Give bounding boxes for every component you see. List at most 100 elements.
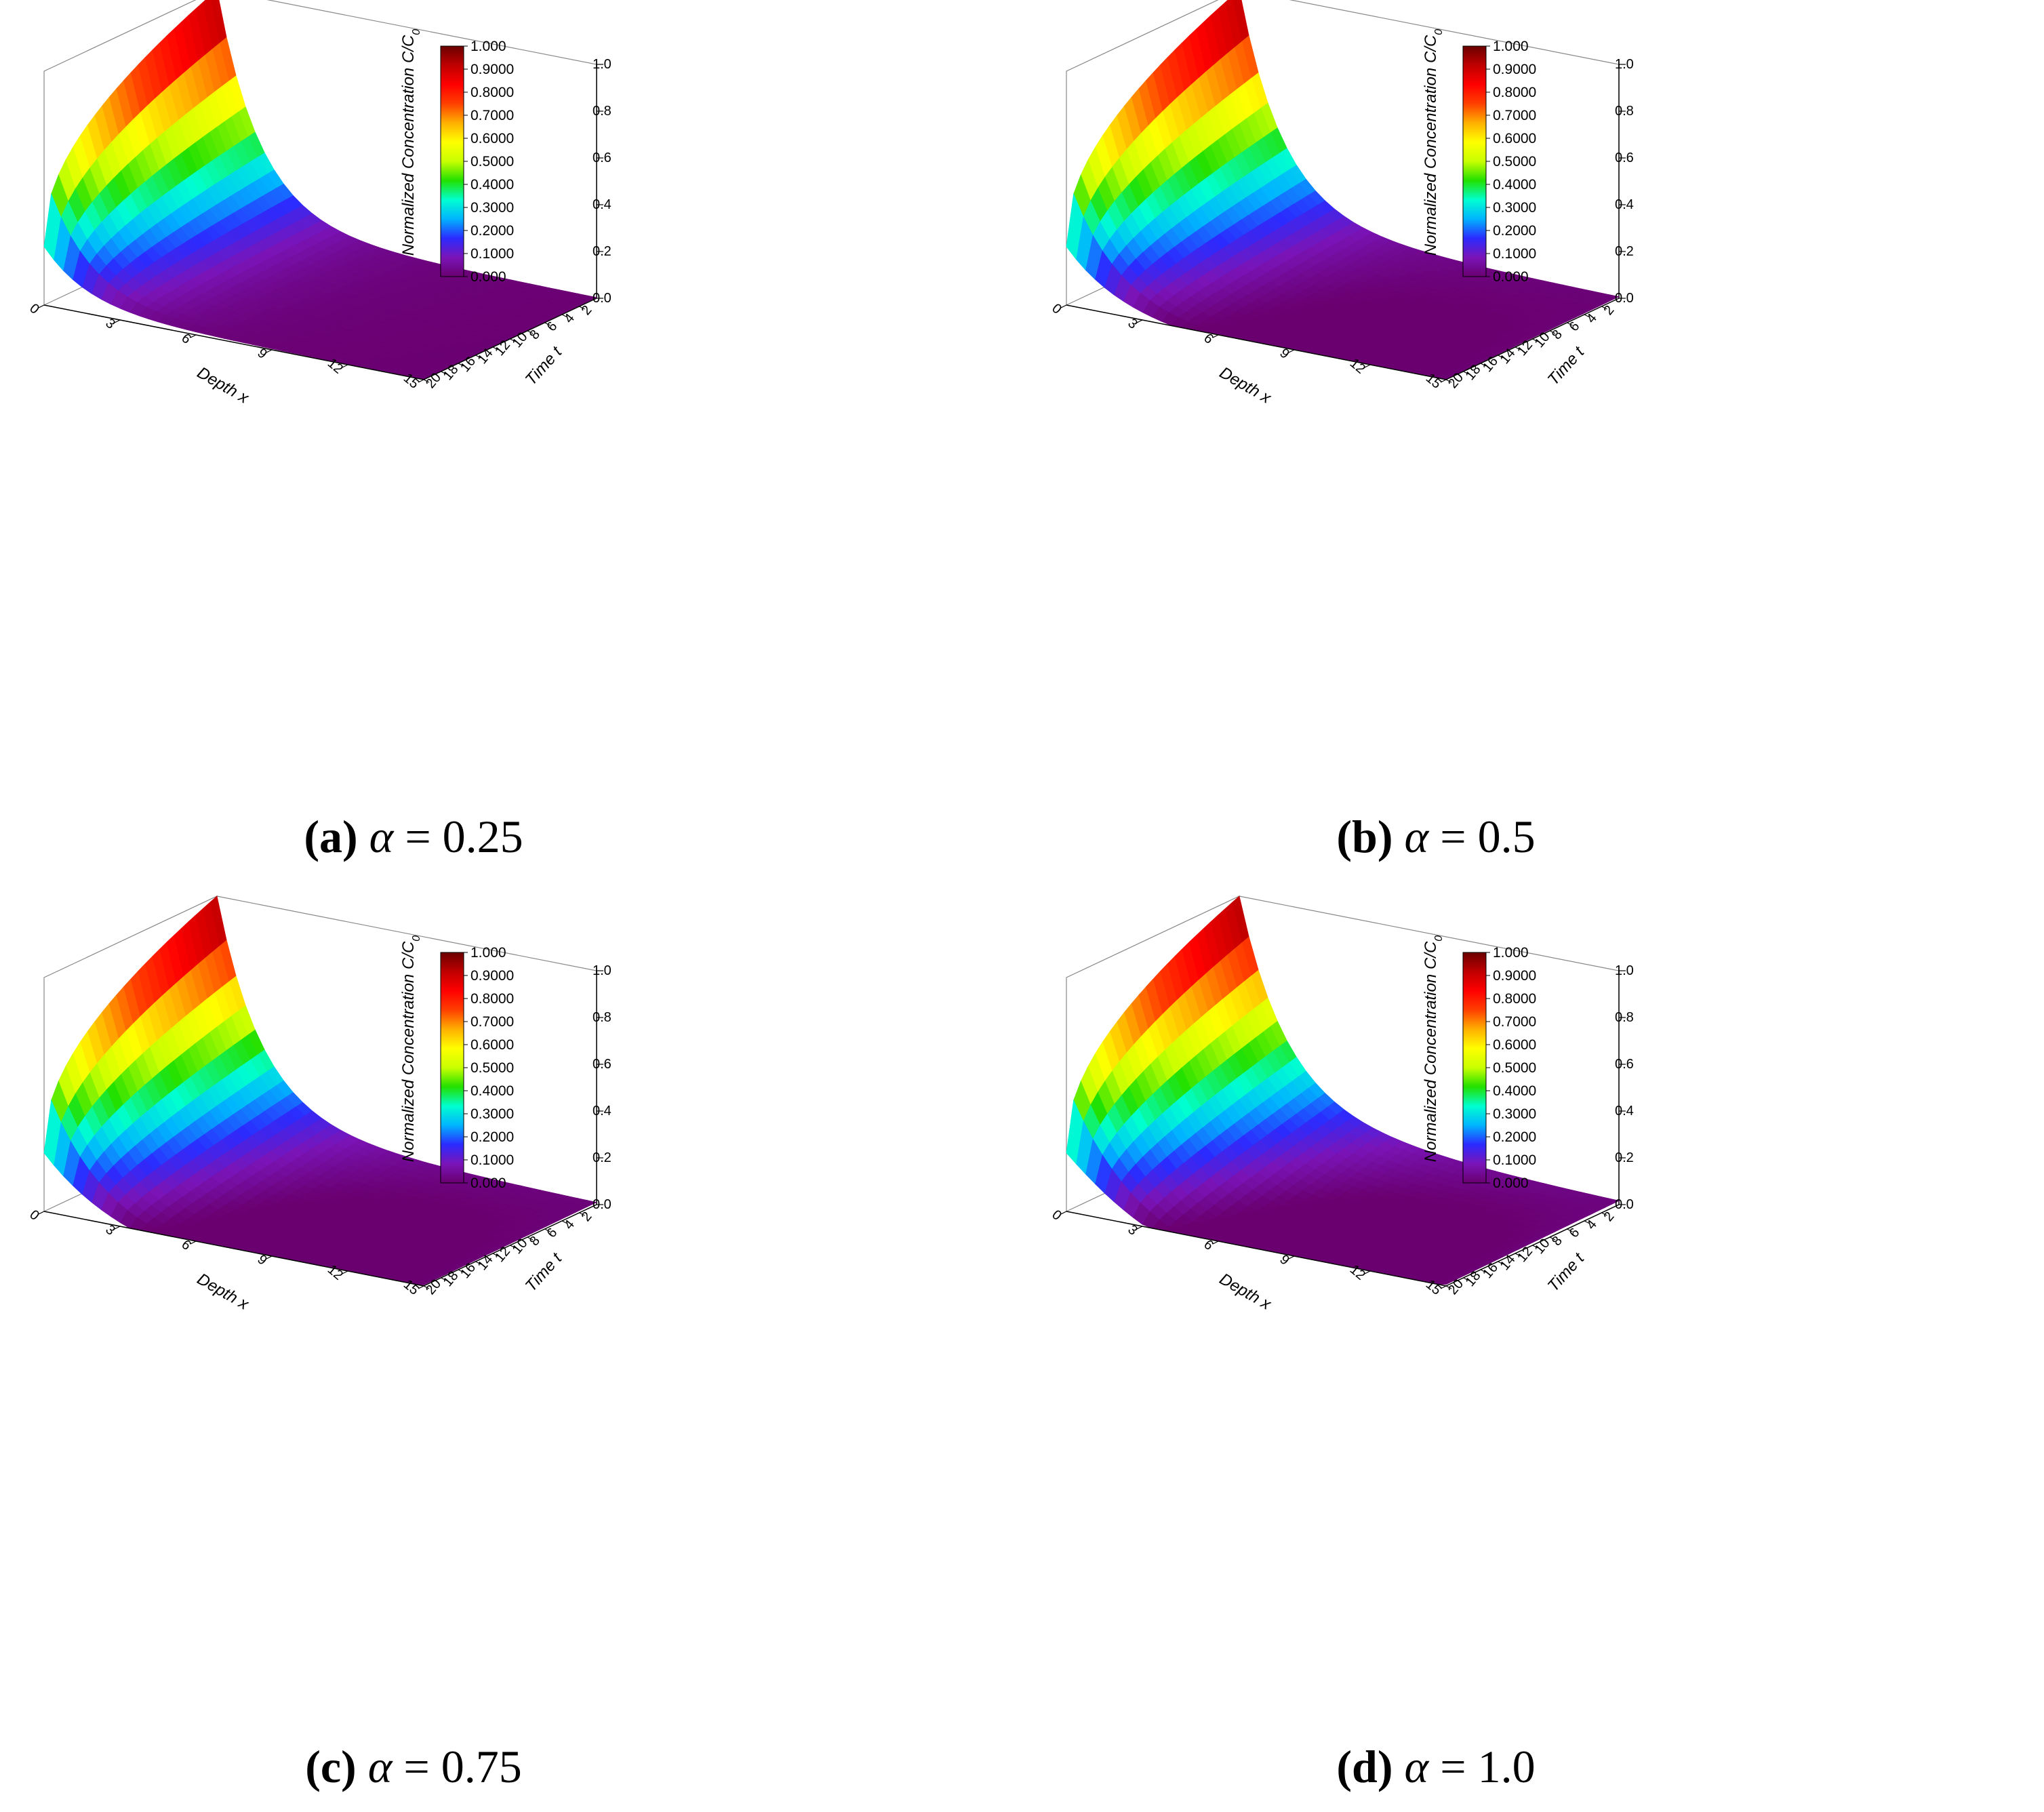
x-tick-label: 3 xyxy=(1125,316,1140,332)
colorbar-tick-label: 0.7000 xyxy=(1493,108,1536,123)
x-tick xyxy=(38,1211,45,1215)
t-tick xyxy=(1601,306,1607,310)
t-tick xyxy=(510,338,516,342)
panel-b: 0 3 6 9 12 15 Depth x 20 18 16 14 12 10 8 6 4 2 Time t 0.0… xyxy=(1022,0,2044,906)
x-tick xyxy=(266,349,273,353)
caption-symbol: α xyxy=(1404,811,1429,862)
colorbar-tick-label: 0.7000 xyxy=(470,1014,514,1030)
x-tick xyxy=(1212,1241,1219,1245)
colorbar-tick-label: 0.2000 xyxy=(470,223,514,239)
z-tick-label: 0.6 xyxy=(593,1057,612,1072)
caption-d: (d) α = 1.0 xyxy=(1336,1740,1535,1794)
z-tick-label: 0.0 xyxy=(1615,291,1634,306)
t-tick-label: 4 xyxy=(561,1217,578,1233)
colorbar-tick-label: 0.3000 xyxy=(1493,1106,1536,1122)
z-axis-title-subscript: 0 xyxy=(411,29,422,35)
colorbar-tick-label: 0.3000 xyxy=(1493,200,1536,216)
z-tick-label: 0.0 xyxy=(1615,1197,1634,1212)
colorbar-tick-label: 0.9000 xyxy=(470,62,514,77)
colorbar-tick-label: 0.5000 xyxy=(470,154,514,169)
z-tick-label: 0.4 xyxy=(1615,197,1634,212)
z-tick-label: 1.0 xyxy=(593,57,612,72)
t-tick xyxy=(1532,338,1538,342)
t-tick-label: 6 xyxy=(544,1226,560,1241)
colorbar-tick-label: 0.4000 xyxy=(1493,177,1536,193)
x-tick xyxy=(38,304,45,308)
x-tick xyxy=(1440,379,1447,383)
t-tick xyxy=(1463,371,1469,375)
colorbar-tick-label: 0.6000 xyxy=(1493,131,1536,146)
x-tick-label: 3 xyxy=(102,316,118,332)
x-tick-label: 9 xyxy=(1277,346,1292,362)
colorbar-tick-label: 0.9000 xyxy=(1493,968,1536,984)
x-tick xyxy=(342,364,348,368)
caption-equals: = xyxy=(403,1741,430,1792)
x-tick xyxy=(1364,1270,1371,1274)
x-tick xyxy=(190,1241,197,1245)
x-axis-line xyxy=(43,304,424,380)
colorbar-tick-label: 0.7000 xyxy=(1493,1014,1536,1030)
z-axis-title-main: Normalized Concentration C/C xyxy=(1422,35,1440,256)
t-tick xyxy=(441,371,447,375)
z-axis-title: Normalized Concentration C/C0 xyxy=(399,29,422,256)
caption-letter: (c) xyxy=(305,1741,357,1792)
colorbar-tick-label: 1.000 xyxy=(1493,39,1529,54)
colorbar-tick-label: 0.9000 xyxy=(1493,62,1536,77)
x-tick-label: 6 xyxy=(178,331,194,347)
z-axis-title-main: Normalized Concentration C/C xyxy=(399,35,418,256)
x-tick-label: 9 xyxy=(254,1252,270,1268)
t-tick xyxy=(475,1261,481,1265)
x-tick-label: 6 xyxy=(178,1237,194,1253)
z-axis-title: Normalized Concentration C/C0 xyxy=(1422,935,1445,1162)
t-tick xyxy=(510,1245,516,1249)
caption-a: (a) α = 0.25 xyxy=(304,810,523,864)
t-tick-label: 6 xyxy=(544,319,560,335)
t-tick xyxy=(544,322,550,326)
x-tick-label: 0 xyxy=(26,301,42,317)
surface xyxy=(1066,0,1620,380)
t-tick xyxy=(1445,379,1452,383)
z-tick-label: 0.4 xyxy=(593,1104,612,1119)
x-axis-title: Depth x xyxy=(194,363,252,407)
x-tick xyxy=(190,334,197,338)
t-tick xyxy=(1549,1236,1556,1241)
t-tick xyxy=(1480,1269,1487,1273)
colorbar-tick-label: 0.6000 xyxy=(470,131,514,146)
x-tick xyxy=(1060,304,1067,308)
x-axis-title: Depth x xyxy=(1216,1270,1275,1314)
t-tick xyxy=(1515,1253,1521,1257)
z-tick-label: 0.6 xyxy=(1615,150,1634,165)
t-tick xyxy=(1549,330,1556,334)
t-tick xyxy=(1445,1285,1452,1289)
z-tick-label: 0.8 xyxy=(593,1010,612,1025)
x-tick xyxy=(1212,334,1219,338)
t-tick xyxy=(1584,1220,1590,1224)
surface xyxy=(43,895,598,1286)
t-tick xyxy=(561,1220,568,1224)
t-tick xyxy=(492,346,499,350)
x-tick xyxy=(418,379,424,383)
t-tick-label: 4 xyxy=(1584,311,1600,327)
colorbar-tick-label: 0.3000 xyxy=(470,1106,514,1122)
caption-value: 0.5 xyxy=(1477,811,1536,862)
caption-symbol: α xyxy=(1404,1741,1429,1792)
t-tick xyxy=(527,330,534,334)
colorbar-tick-label: 0.2000 xyxy=(470,1129,514,1145)
colorbar-tick-label: 0.4000 xyxy=(470,1083,514,1099)
x-tick xyxy=(342,1270,348,1274)
x-tick xyxy=(114,1226,121,1230)
colorbar-tick-label: 0.2000 xyxy=(1493,223,1536,239)
t-tick-label: 4 xyxy=(1584,1217,1600,1233)
colorbar xyxy=(1462,45,1487,277)
x-tick-label: 6 xyxy=(1201,331,1216,347)
t-tick xyxy=(475,355,481,359)
t-tick xyxy=(1601,1212,1607,1216)
x-axis-line xyxy=(43,1211,424,1287)
colorbar-tick-label: 0.8000 xyxy=(1493,85,1536,100)
t-tick xyxy=(1567,1228,1573,1232)
z-axis-title-subscript: 0 xyxy=(411,935,422,942)
colorbar-tick-label: 0.5000 xyxy=(1493,1060,1536,1076)
t-axis-title: Time t xyxy=(1544,1249,1588,1295)
